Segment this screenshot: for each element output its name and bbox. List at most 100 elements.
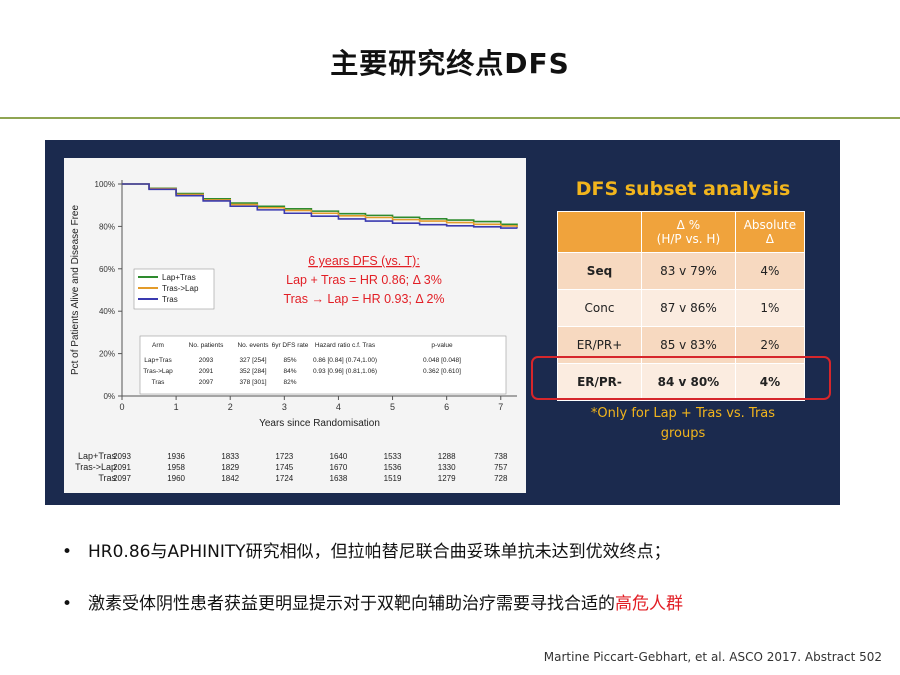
km-curve-lap-tras <box>122 183 518 227</box>
subset-footnote: *Only for Lap + Tras vs. Tras groups <box>548 404 818 444</box>
bullet-highlight-text: 高危人群 <box>615 594 683 614</box>
inset-cell: Tras <box>152 379 166 386</box>
risk-row-label: Tras <box>98 473 116 483</box>
subset-delta: 83 v 79% <box>640 252 736 290</box>
subset-row-highlighted: ER/PR- 84 v 80% 4% <box>557 363 806 401</box>
subset-header-delta-line2: (H/P vs. H) <box>656 232 721 246</box>
risk-value: 1842 <box>221 474 239 483</box>
subset-header-absolute: Absolute Δ <box>734 211 806 253</box>
inset-cell: Tras->Lap <box>143 368 173 375</box>
risk-value: 1536 <box>384 463 402 472</box>
y-tick-label: 0% <box>103 392 115 401</box>
subset-group: ER/PR- <box>557 363 642 401</box>
inset-header: Arm <box>152 342 164 349</box>
risk-value: 1288 <box>438 452 456 461</box>
inset-cell: 82% <box>283 379 296 386</box>
subset-group: Seq <box>557 252 642 290</box>
footnote-line1: *Only for Lap + Tras vs. Tras <box>590 406 776 421</box>
y-tick-label: 80% <box>99 222 115 231</box>
risk-value: 757 <box>494 463 508 472</box>
y-tick-label: 100% <box>95 180 115 189</box>
subset-header-delta-line1: Δ % <box>676 218 701 232</box>
inset-header: No. events <box>237 342 269 349</box>
annotation-line: 6 years DFS (vs. T): <box>308 254 420 268</box>
risk-value: 1723 <box>275 452 293 461</box>
inset-cell: 0.362 [0.610] <box>423 368 461 375</box>
annotation-line: Tras → Lap = HR 0.93; Δ 2% <box>283 292 444 306</box>
inset-cell: 0.048 [0.048] <box>423 357 461 364</box>
subset-header-blank <box>557 211 642 253</box>
bullet-item: • 激素受体阴性患者获益更明显提示对于双靶向辅助治疗需要寻找合适的高危人群 <box>62 592 892 644</box>
risk-value: 1533 <box>384 452 402 461</box>
risk-value: 1829 <box>221 463 239 472</box>
subset-delta: 84 v 80% <box>640 363 736 401</box>
subset-title: DFS subset analysis <box>575 178 791 200</box>
subset-header-abs-line2: Δ <box>765 232 775 246</box>
annotation-line: Lap + Tras = HR 0.86; Δ 3% <box>286 273 442 287</box>
x-tick-label: 2 <box>228 402 233 412</box>
subset-row: Seq 83 v 79% 4% <box>557 252 806 290</box>
inset-cell: 378 [301] <box>239 379 266 386</box>
risk-value: 2091 <box>113 463 131 472</box>
slide-title: 主要研究终点DFS <box>330 47 570 80</box>
risk-row-label: Lap+Tras <box>78 451 116 461</box>
subset-delta: 87 v 86% <box>640 289 736 327</box>
km-curve-tras <box>122 183 518 229</box>
bullet-dot: • <box>62 594 73 614</box>
risk-value: 1640 <box>330 452 348 461</box>
inset-cell: 85% <box>283 357 296 364</box>
risk-value: 1670 <box>330 463 348 472</box>
risk-value: 1638 <box>330 474 348 483</box>
y-axis-label: Pct of Patients Alive and Disease Free <box>70 205 81 376</box>
risk-value: 1745 <box>275 463 293 472</box>
km-chart: 0% 20% 40% 60% 80% 100% 0 1 2 3 4 5 6 7 Years since Ra… <box>64 158 526 493</box>
risk-row-label: Tras->Lap <box>75 462 116 472</box>
bullet-text: 激素受体阴性患者获益更明显提示对于双靶向辅助治疗需要寻找合适的 <box>88 594 615 614</box>
subset-abs: 1% <box>734 289 806 327</box>
legend-label: Lap+Tras <box>162 273 196 282</box>
inset-header: 6yr DFS rate <box>272 342 309 349</box>
risk-value: 738 <box>494 452 508 461</box>
subset-header-delta: Δ % (H/P vs. H) <box>640 211 736 253</box>
inset-cell: 352 [284] <box>239 368 266 375</box>
risk-value: 1519 <box>384 474 402 483</box>
inset-cell: 0.93 [0.96] (0.81,1.06) <box>313 368 377 375</box>
risk-value: 1958 <box>167 463 185 472</box>
risk-value: 1960 <box>167 474 185 483</box>
x-tick-label: 4 <box>336 402 341 412</box>
risk-value: 1833 <box>221 452 239 461</box>
risk-value: 2097 <box>113 474 131 483</box>
inset-cell: 0.86 [0.84] (0.74,1.00) <box>313 357 377 364</box>
x-tick-label: 5 <box>390 402 395 412</box>
footnote-line2: groups <box>660 426 706 441</box>
subset-group: Conc <box>557 289 642 327</box>
inset-cell: 84% <box>283 368 296 375</box>
y-tick-label: 40% <box>99 307 115 316</box>
km-chart-svg: 0% 20% 40% 60% 80% 100% 0 1 2 3 4 5 6 7 Years since Ra… <box>70 180 518 483</box>
x-axis-label: Years since Randomisation <box>259 418 380 429</box>
bullet-dot: • <box>62 542 73 562</box>
subset-abs: 4% <box>734 252 806 290</box>
er-pr-negative-highlight <box>531 356 831 400</box>
legend-label: Tras <box>162 295 178 304</box>
risk-value: 1279 <box>438 474 456 483</box>
y-tick-label: 20% <box>99 350 115 359</box>
y-tick-label: 60% <box>99 265 115 274</box>
x-tick-label: 7 <box>498 402 503 412</box>
citation: Martine Piccart-Gebhart, et al. ASCO 201… <box>543 650 882 664</box>
risk-value: 1724 <box>275 474 293 483</box>
inset-cell: 2097 <box>199 379 214 386</box>
inset-table-box <box>139 335 507 395</box>
bullet-list: • HR0.86与APHINITY研究相似，但拉帕替尼联合曲妥珠单抗未达到优效终… <box>62 540 892 644</box>
subset-header-abs-line1: Absolute <box>743 218 797 232</box>
subset-table-header: Δ % (H/P vs. H) Absolute Δ <box>557 211 806 253</box>
inset-header: p-value <box>431 342 453 349</box>
inset-header: Hazard ratio c.f. Tras <box>315 342 376 349</box>
risk-value: 1330 <box>438 463 456 472</box>
risk-value: 728 <box>494 474 508 483</box>
legend-label: Tras->Lap <box>162 284 199 293</box>
risk-value: 2093 <box>113 452 131 461</box>
inset-cell: 327 [254] <box>239 357 266 364</box>
inset-cell: 2091 <box>199 368 214 375</box>
subset-row: Conc 87 v 86% 1% <box>557 289 806 327</box>
